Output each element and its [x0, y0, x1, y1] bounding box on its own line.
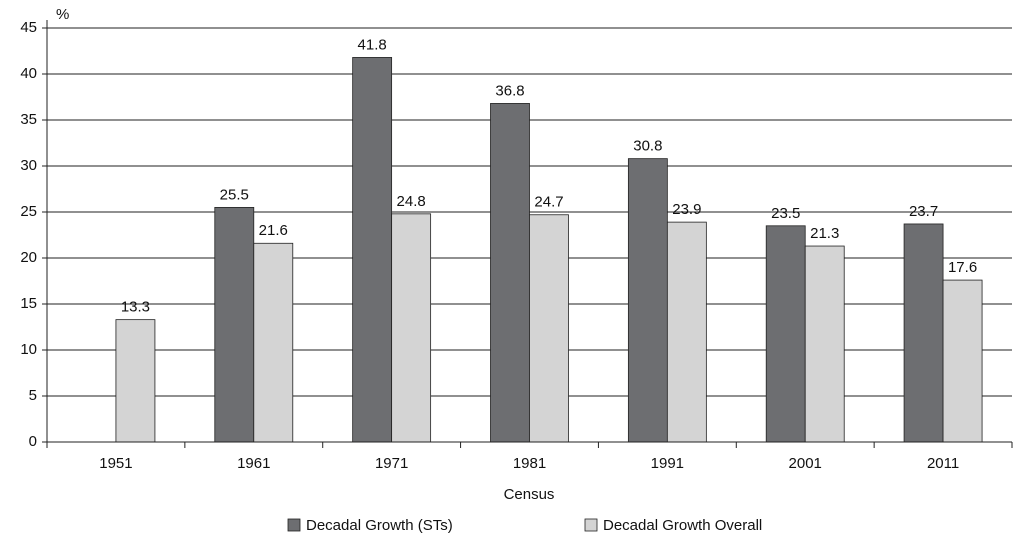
data-label: 23.7	[909, 203, 938, 220]
y-tick-label: 15	[20, 295, 37, 312]
legend-swatch	[287, 518, 301, 532]
x-tick-label: 2001	[789, 455, 822, 472]
bar	[253, 242, 294, 443]
bar	[765, 225, 806, 443]
y-tick-label: 25	[20, 203, 37, 220]
bar	[352, 57, 393, 443]
y-tick-label: 10	[20, 341, 37, 358]
data-label: 25.5	[220, 186, 249, 203]
y-axis-label: %	[56, 6, 69, 23]
bar	[214, 206, 255, 443]
data-label: 23.9	[672, 201, 701, 218]
data-label: 23.5	[771, 205, 800, 222]
data-label: 24.7	[534, 194, 563, 211]
bar	[804, 245, 845, 443]
y-tick-label: 20	[20, 249, 37, 266]
x-tick-label: 1971	[375, 455, 408, 472]
data-label: 17.6	[948, 259, 977, 276]
data-label: 30.8	[633, 138, 662, 155]
data-label: 41.8	[358, 36, 387, 53]
bar	[666, 221, 707, 443]
bar	[627, 158, 668, 443]
bar	[490, 103, 530, 443]
y-tick-label: 35	[20, 111, 37, 128]
bar	[903, 223, 944, 443]
bar	[942, 279, 983, 443]
y-tick-label: 0	[29, 433, 37, 450]
x-tick-label: 1991	[651, 455, 684, 472]
bar	[529, 214, 569, 443]
bar	[115, 319, 156, 443]
data-label: 24.8	[397, 193, 426, 210]
bar	[391, 213, 432, 443]
y-tick-label: 40	[20, 65, 37, 82]
y-tick-label: 30	[20, 157, 37, 174]
x-axis-label: Census	[504, 486, 555, 503]
y-tick-label: 45	[20, 19, 37, 36]
x-tick-label: 1981	[513, 455, 546, 472]
data-label: 21.3	[810, 225, 839, 242]
y-tick-label: 5	[29, 387, 37, 404]
data-label: 36.8	[495, 82, 524, 99]
x-tick-label: 2011	[927, 455, 959, 472]
legend-label: Decadal Growth Overall	[603, 517, 762, 534]
data-label: 21.6	[259, 222, 288, 239]
x-tick-label: 1951	[99, 455, 132, 472]
data-label: 13.3	[121, 299, 150, 316]
legend-swatch	[584, 518, 598, 532]
legend-label: Decadal Growth (STs)	[306, 517, 453, 534]
x-tick-label: 1961	[237, 455, 270, 472]
